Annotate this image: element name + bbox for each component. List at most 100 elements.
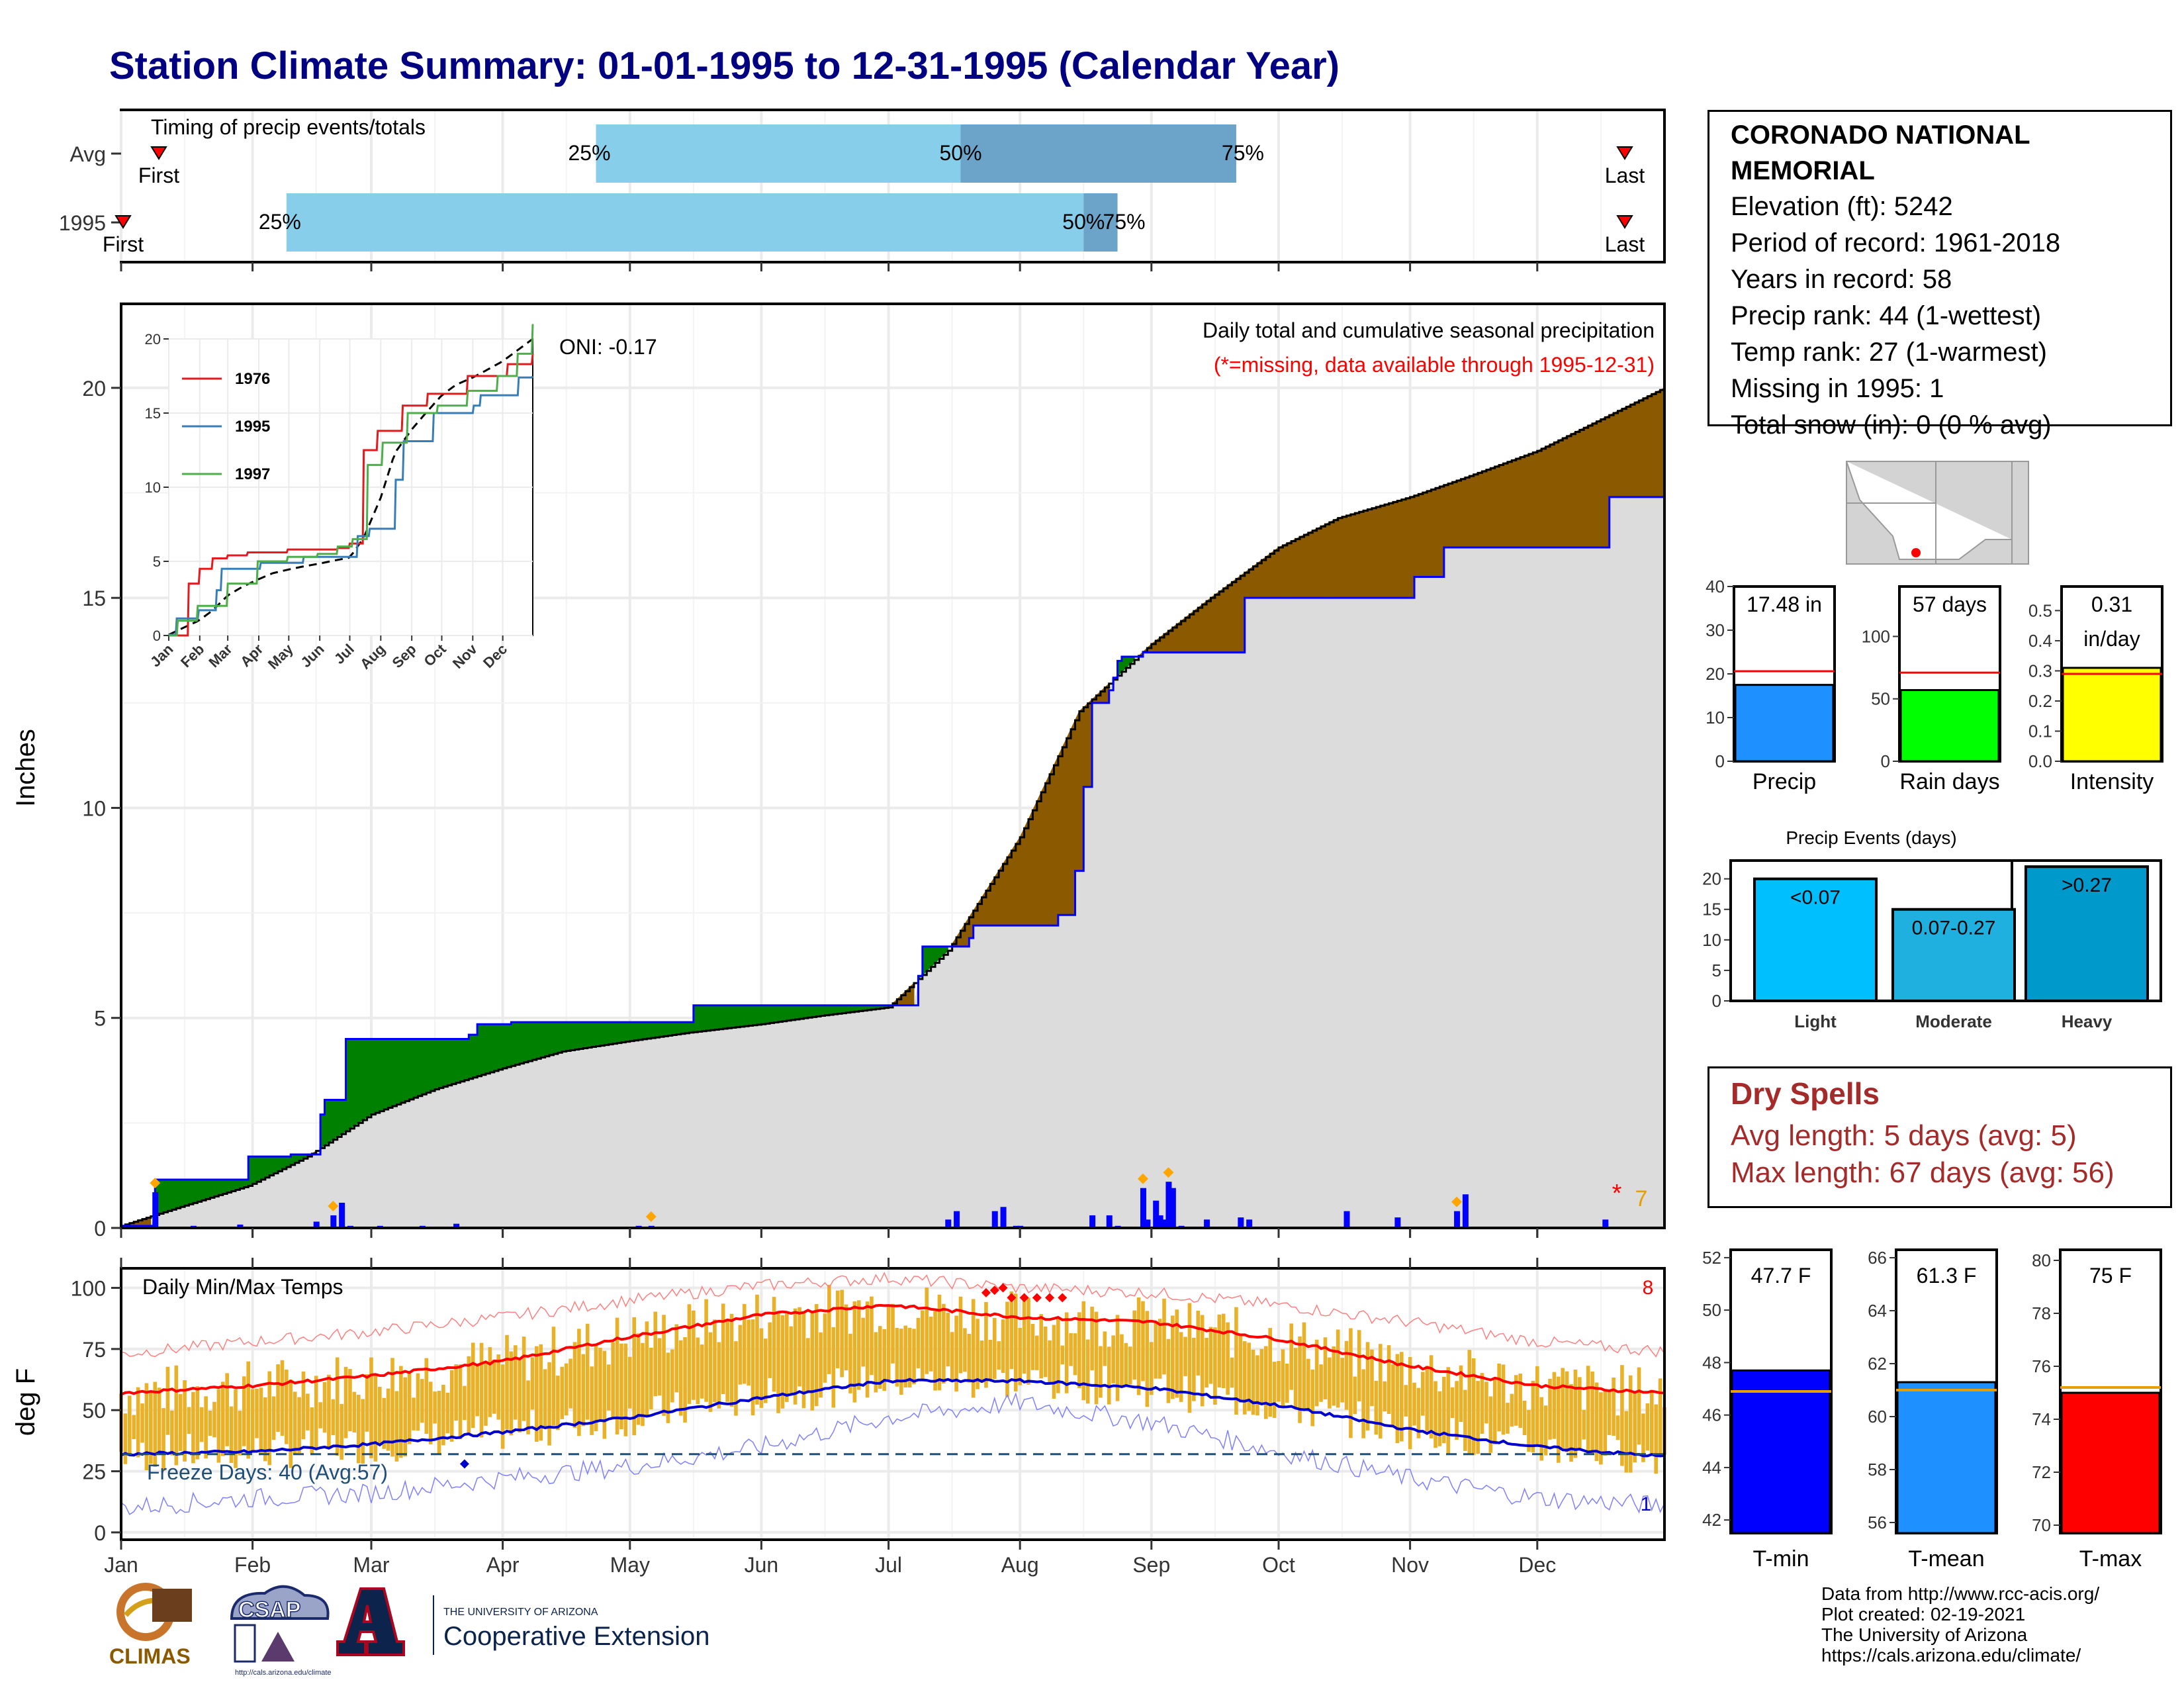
inset-legend-label: 1976 [235,370,270,388]
dry-spells-max: Max length: 67 days (avg: 56) [1731,1156,2115,1189]
summary-y-tick-label: 10 [1706,708,1725,727]
summary-bar-value: 17.48 in [1747,592,1822,616]
credits: Data from http://www.rcc-acis.org/ Plot … [1821,1583,2099,1665]
temp-bar-value: 61.3 F [1917,1264,1977,1288]
record-high-marker [981,1288,991,1297]
temp-bar-value: 47.7 F [1751,1264,1811,1288]
daily-precip-bar [1454,1211,1461,1228]
daily-precip-bar [313,1221,320,1228]
y-tick-label: 20 [82,377,106,400]
temp-summary-bars: 47.7 F 42 44 46 48 50 52 T-min 61.3 F 56 58 60 62 64 6… [1702,1248,2162,1571]
inset-y-tick-label: 15 [145,405,161,422]
x-tick-label: Sep [1132,1553,1170,1577]
x-tick-label: Nov [1391,1553,1429,1577]
ua-small-text: THE UNIVERSITY OF ARIZONA [443,1607,598,1618]
precip-event-category: Light [1794,1011,1837,1031]
temp-bar-y-tick-label: 76 [2032,1356,2051,1376]
record-high-marker [998,1283,1008,1293]
daily-precip-bar [991,1211,998,1228]
summary-bar-value: 57 days [1913,592,1987,616]
x-tick-label: Jun [745,1553,779,1577]
station-elevation: Elevation (ft): 5242 [1731,192,1953,221]
dry-spells-avg: Avg length: 5 days (avg: 5) [1731,1119,2077,1152]
y-tick-label: 0 [94,1521,106,1545]
temp-bar-y-tick-label: 78 [2032,1303,2051,1323]
temp-y-label: deg F [11,1368,40,1436]
temp-bar-y-tick-label: 46 [1702,1405,1721,1425]
events-y-tick-label: 15 [1702,900,1721,919]
station-period: Period of record: 1961-2018 [1731,228,2061,258]
ua-big-text: Cooperative Extension [443,1622,709,1651]
daily-precip-bar [1153,1200,1160,1228]
temp-series [119,1272,1666,1515]
daily-precip-bar [1157,1215,1163,1228]
daily-temp-bars [119,1284,1666,1474]
temp-bar-y-tick-label: 48 [1702,1352,1721,1372]
daily-precip-bar [1000,1207,1007,1228]
temp-bar-label: T-mean [1908,1546,1984,1571]
record-high-marker [1032,1293,1042,1303]
timing-q50-label: 50% [939,141,981,165]
summary-y-tick-label: 0.3 [2028,661,2052,680]
temp-bar-y-tick-label: 56 [1868,1513,1887,1532]
ua-logo: THE UNIVERSITY OF ARIZONA Cooperative Ex… [336,1587,709,1656]
daily-precip-bar [954,1211,960,1228]
inset-series-line [169,375,534,636]
events-y-tick-label: 0 [1712,991,1721,1011]
record-high-marker [1019,1293,1029,1303]
y-tick-label: 75 [82,1338,106,1362]
logos: CLIMAS CSAP http://cals.arizona.edu/clim… [109,1583,709,1677]
precip-events-chart: Precip Events (days) 0 5 10 15 20 <0.07 Light 0.… [1702,827,2162,1031]
last-event-label: Last [1605,164,1645,187]
normal-area [121,493,1664,1228]
credit-line: Data from http://www.rcc-acis.org/ [1821,1583,2100,1604]
climas-logo-text: CLIMAS [109,1644,191,1668]
daily-precip-bar [1169,1188,1176,1228]
summary-y-tick-label: 20 [1706,664,1725,684]
cold-days-count: 1 [1641,1493,1652,1515]
precip-event-bar [1753,877,1878,1003]
temp-bar-y-tick-label: 72 [2032,1462,2051,1482]
precip-y-label: Inches [11,729,40,807]
temp-panel-title: Daily Min/Max Temps [142,1275,343,1299]
events-y-tick-label: 5 [1712,961,1721,980]
y-tick-label: 25 [82,1460,106,1484]
x-tick-label: Dec [1518,1553,1556,1577]
y-tick-label: 0 [94,1217,106,1241]
y-tick-label: 15 [82,586,106,610]
map-states [1846,461,2029,565]
temp-bar-y-tick-label: 60 [1868,1407,1887,1427]
summary-y-tick-label: 0 [1715,751,1725,771]
temp-bar-y-tick-label: 74 [2032,1409,2051,1429]
credit-line: Plot created: 02-19-2021 [1821,1604,2026,1624]
record-high-marker [1007,1293,1017,1303]
first-event-label: First [103,232,144,256]
average-cumulative-line [121,387,1666,1227]
station-location-marker [1911,548,1921,557]
timing-bar-q50-q75 [960,124,1236,183]
timing-bar-q25-q50 [286,193,1084,252]
climas-logo: CLIMAS [109,1583,192,1668]
inset-y-tick-label: 0 [153,628,161,644]
missing-count: 7 [1635,1186,1648,1211]
x-tick-label: Jan [104,1553,138,1577]
precip-panel: 0 5 10 15 20 Inches Daily total and cumulati… [11,262,1666,1241]
first-event-label: First [138,164,179,187]
daily-precip-bar [1140,1188,1146,1228]
inset-y-tick-label: 5 [153,553,161,570]
station-missing: Missing in 1995: 1 [1731,374,1944,403]
month-axis: Jan Feb Mar Apr May Jun Jul Aug Sep Oct Nov Dec [104,1228,1556,1577]
inset-legend-label: 1997 [235,465,270,483]
precip-label-top: Daily total and cumulative seasonal prec… [1203,318,1655,342]
temp-bar-y-tick-label: 44 [1702,1458,1721,1477]
precip-event-category: Heavy [2062,1011,2113,1031]
summary-y-tick-label: 40 [1706,577,1725,596]
precip-event-value: >0.27 [2062,874,2112,896]
daily-precip-bar [237,1224,244,1228]
summary-y-tick-label: 30 [1706,620,1725,640]
credit-line: https://cals.arizona.edu/climate/ [1821,1645,2081,1665]
temp-bar-y-tick-label: 64 [1868,1301,1887,1321]
oni-label: ONI: -0.17 [559,335,657,359]
events-y-tick-label: 10 [1702,930,1721,950]
